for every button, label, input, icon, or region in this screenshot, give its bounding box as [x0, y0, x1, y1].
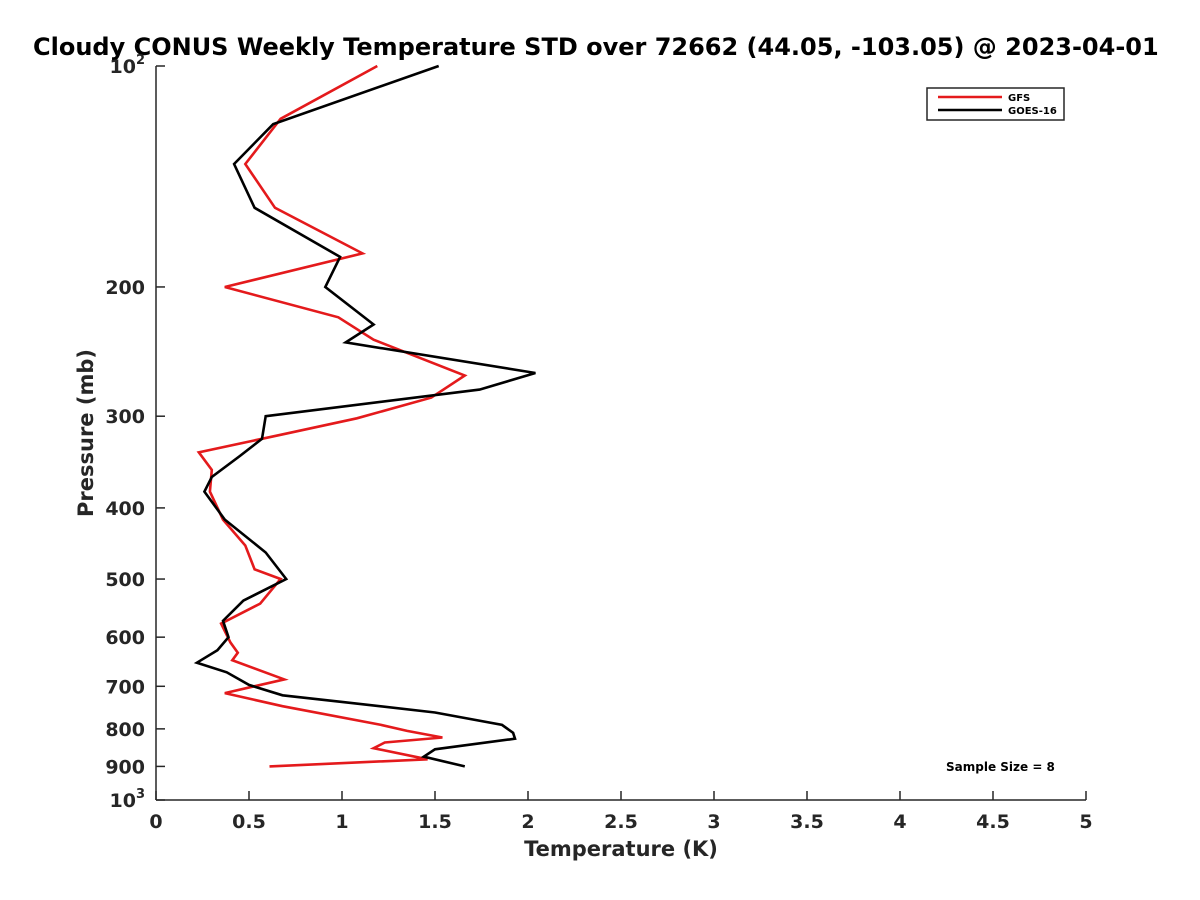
y-tick-exponent: 2 — [136, 53, 145, 68]
sample-size-annotation: Sample Size = 8 — [946, 760, 1055, 774]
x-tick-label: 1.5 — [418, 811, 452, 833]
y-tick-label: 103 — [110, 787, 146, 812]
y-axis-label: Pressure (mb) — [74, 349, 98, 517]
y-tick-label: 600 — [105, 627, 145, 649]
plot-area — [193, 64, 536, 768]
legend-label-goes16: GOES-16 — [1008, 106, 1057, 117]
x-tick-label: 2 — [521, 811, 534, 833]
chart-title: Cloudy CONUS Weekly Temperature STD over… — [33, 33, 1159, 61]
series-line-goes16 — [193, 64, 536, 768]
y-tick-label: 300 — [105, 406, 145, 428]
x-axis-label: Temperature (K) — [524, 837, 718, 861]
axes — [155, 66, 1086, 801]
x-ticks: 0 0.5 1 1.5 2 2.5 3 3.5 4 4.5 5 — [149, 791, 1093, 833]
legend-label-gfs: GFS — [1008, 93, 1030, 104]
y-tick-label: 700 — [105, 676, 145, 698]
y-tick-base: 10 — [110, 790, 136, 812]
series-line-gfs — [196, 64, 468, 768]
x-tick-label: 3 — [707, 811, 720, 833]
x-tick-label: 0.5 — [232, 811, 266, 833]
y-tick-label: 102 — [110, 53, 146, 78]
x-tick-label: 2.5 — [604, 811, 638, 833]
x-tick-label: 0 — [149, 811, 162, 833]
y-tick-label: 900 — [105, 756, 145, 778]
y-tick-label: 200 — [105, 277, 145, 299]
y-tick-exponent: 3 — [136, 787, 145, 802]
x-tick-label: 1 — [335, 811, 348, 833]
y-tick-base: 10 — [110, 56, 136, 78]
legend: GFS GOES-16 — [926, 87, 1065, 121]
y-tick-label: 800 — [105, 719, 145, 741]
x-tick-label: 4 — [893, 811, 906, 833]
y-tick-label: 400 — [105, 498, 145, 520]
legend-box — [926, 87, 1065, 121]
x-tick-label: 5 — [1079, 811, 1092, 833]
x-tick-label: 4.5 — [976, 811, 1010, 833]
y-tick-label: 500 — [105, 569, 145, 591]
x-tick-label: 3.5 — [790, 811, 824, 833]
